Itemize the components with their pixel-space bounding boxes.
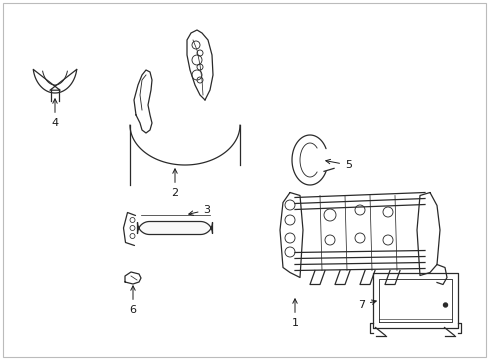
Circle shape bbox=[443, 303, 447, 307]
Text: 2: 2 bbox=[171, 169, 178, 198]
Text: 5: 5 bbox=[325, 159, 351, 170]
Text: 6: 6 bbox=[129, 286, 136, 315]
Text: 3: 3 bbox=[188, 205, 210, 215]
Text: 1: 1 bbox=[291, 299, 298, 328]
Polygon shape bbox=[137, 221, 212, 234]
Text: 4: 4 bbox=[51, 99, 59, 128]
Text: 7: 7 bbox=[357, 300, 375, 310]
